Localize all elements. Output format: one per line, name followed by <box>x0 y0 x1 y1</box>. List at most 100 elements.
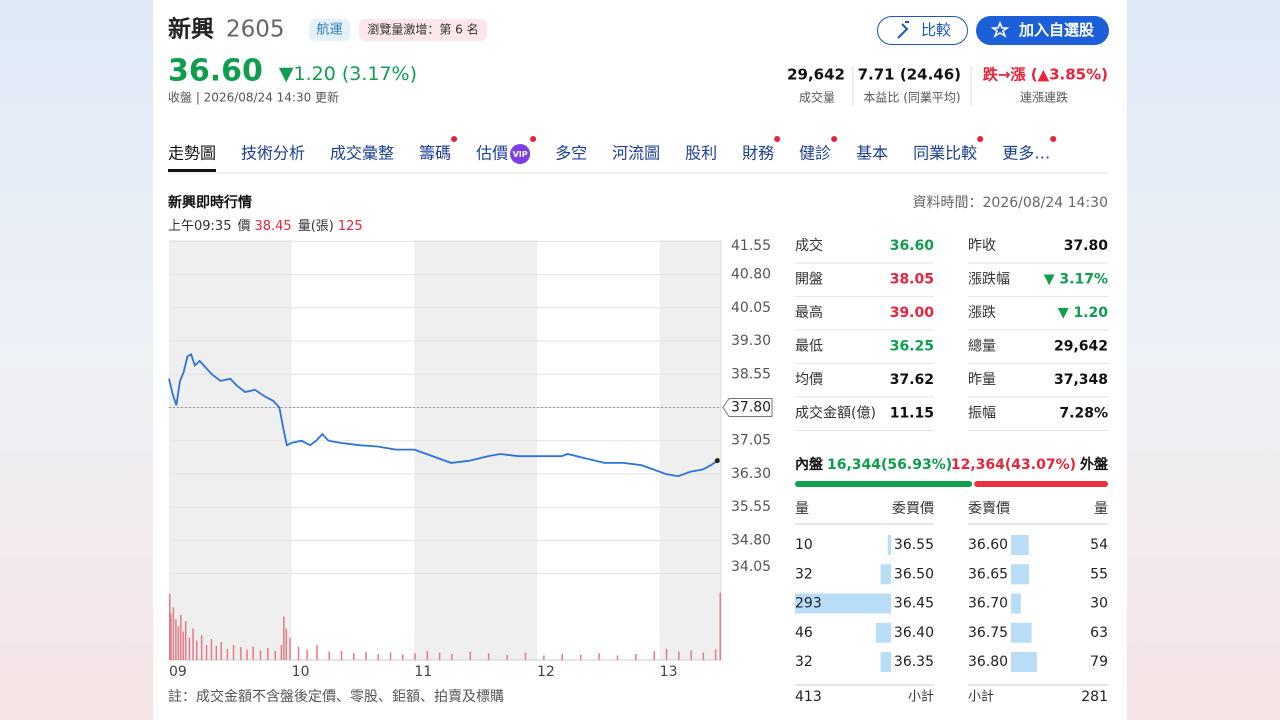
volume-bar <box>246 649 248 660</box>
vip-badge-bg <box>510 144 531 164</box>
tab[interactable]: 成交彙整 <box>330 144 394 163</box>
y-tick-label: 40.05 <box>731 300 771 316</box>
tab[interactable]: 籌碼 <box>419 144 451 163</box>
ask-price: 36.80 <box>968 654 1008 670</box>
ask-total-label: 小計 <box>968 689 994 705</box>
volume-bar <box>182 631 184 660</box>
ask-bar <box>1011 564 1030 585</box>
volume-bar <box>188 637 191 660</box>
y-tick-label: 34.80 <box>731 532 771 548</box>
volume-bar <box>220 642 223 660</box>
volume-bar <box>175 619 177 660</box>
compare-button[interactable] <box>877 16 968 45</box>
ask-price: 36.65 <box>968 566 1008 582</box>
order-header: 量 <box>1094 501 1108 517</box>
ask-volume: 55 <box>1090 566 1108 582</box>
watch-label[interactable]: 加入自選股 <box>1018 21 1095 39</box>
volume-bar <box>306 649 308 660</box>
hover-price: 38.45 <box>254 219 291 234</box>
stat-value: 跌→漲 (▲3.85%) <box>983 66 1108 84</box>
volume-bar <box>180 615 182 660</box>
quote-label: 漲跌幅 <box>968 272 1010 288</box>
tab-dot <box>831 136 838 142</box>
outer-label: 外盤 <box>1080 456 1109 473</box>
volume-bar <box>195 640 198 660</box>
quote-value: 36.60 <box>890 238 935 254</box>
tab[interactable]: 河流圖 <box>612 144 660 163</box>
inner-pct: (56.93%) <box>881 457 952 473</box>
quote-value: ▼ 1.20 <box>1058 305 1108 321</box>
volume-bar <box>283 616 285 660</box>
inner-bar <box>795 481 973 487</box>
bid-bar <box>795 593 891 614</box>
stat-value: 7.71 (24.46) <box>858 66 961 84</box>
outer-info: 12,364(43.07%) 外盤 <box>951 456 1109 473</box>
tab[interactable]: 健診 <box>799 144 831 163</box>
tab[interactable]: 更多… <box>1002 144 1050 163</box>
quote-value: 37.80 <box>1064 238 1109 254</box>
quote-label: 成交 <box>795 237 823 254</box>
stock-code: 2605 <box>226 17 285 43</box>
tab[interactable]: 股利 <box>685 144 717 163</box>
tab[interactable]: 走勢圖 <box>168 144 216 163</box>
volume-bar <box>487 653 490 660</box>
volume-bar <box>328 651 330 660</box>
inner-info: 內盤 16,344(56.93%) <box>795 456 952 473</box>
volume-bar <box>451 654 453 660</box>
bid-volume: 46 <box>795 625 813 641</box>
hover-volume-label: 量(張) <box>298 219 334 234</box>
tab[interactable]: 財務 <box>742 144 774 163</box>
stat-label: 連漲連跌 <box>1020 90 1068 105</box>
stat-value: 29,642 <box>787 66 845 84</box>
y-tick-label: 41.55 <box>731 238 771 254</box>
change-pct: (3.17%) <box>342 63 417 85</box>
volume-bar <box>377 654 380 660</box>
hover-time: 上午09:35 <box>168 219 231 234</box>
quote-value: 39.00 <box>890 305 935 321</box>
volume-bar <box>184 621 187 660</box>
tab[interactable]: 技術分析 <box>241 144 305 163</box>
tab[interactable]: 基本 <box>856 144 888 163</box>
volume-bar <box>678 651 680 660</box>
tab[interactable]: 估價 <box>476 144 508 163</box>
tab[interactable]: 同業比較 <box>913 144 977 163</box>
volume-bar <box>192 628 194 660</box>
tab-dot <box>1050 136 1057 142</box>
industry-tag[interactable]: 航運 <box>316 22 342 38</box>
content-panel <box>153 0 1127 720</box>
price: 36.60 <box>168 54 263 89</box>
bid-price: 36.50 <box>894 566 934 582</box>
compare-icon <box>897 21 909 39</box>
tab-dot <box>977 136 984 142</box>
quote-label: 最高 <box>795 304 823 321</box>
volume-bar <box>297 646 300 660</box>
volume-bar <box>232 645 235 660</box>
ask-price: 36.75 <box>968 625 1008 641</box>
price-change: ▼1.20 (3.17%) <box>279 63 417 85</box>
volume-bar <box>200 635 203 660</box>
volume-bar <box>690 650 692 660</box>
footnote: 註：成交金額不含盤後定價、零股、鉅額、拍賣及標購 <box>168 688 504 705</box>
compare-label[interactable]: 比較 <box>921 21 951 39</box>
tab[interactable]: 多空 <box>555 144 587 163</box>
status-line: 收盤 | 2026/08/24 14:30 更新 <box>168 90 339 105</box>
ask-bar <box>1011 535 1029 555</box>
tab-dot <box>451 136 458 142</box>
stat-label: 成交量 <box>799 90 835 105</box>
quote-label: 最低 <box>795 339 823 355</box>
tab-dot <box>774 136 781 142</box>
volume-bar <box>170 613 172 660</box>
data-time: 資料時間：2026/08/24 14:30 <box>913 195 1109 211</box>
y-tick-label: 37.80 <box>731 400 771 416</box>
hover-info: 上午09:35 價 38.45 量(張) 125 <box>168 219 363 234</box>
volume-bar <box>289 637 291 660</box>
bid-bar <box>887 535 891 555</box>
section-title: 新興即時行情 <box>168 194 252 211</box>
quote-value: 29,642 <box>1054 339 1108 355</box>
watch-button[interactable] <box>976 16 1109 45</box>
hover-volume: 125 <box>338 219 363 234</box>
bid-price: 36.40 <box>894 625 934 641</box>
volume-bar <box>506 654 508 660</box>
volume-bar <box>215 645 218 660</box>
outer-volume: 12,364 <box>951 457 1005 473</box>
